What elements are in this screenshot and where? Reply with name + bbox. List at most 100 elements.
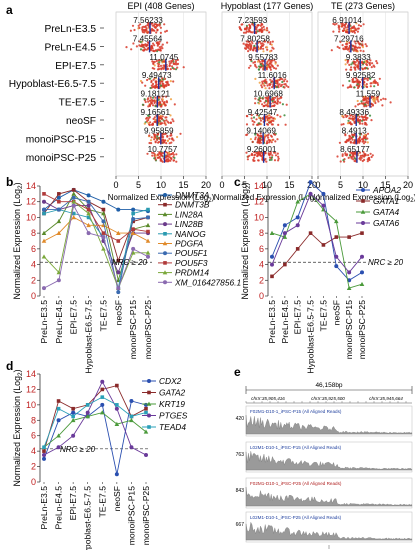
- expr-point: [163, 102, 166, 105]
- series-point: [42, 453, 46, 457]
- expr-point: [139, 40, 142, 44]
- y-tick-label: 4: [31, 446, 36, 456]
- expr-point: [368, 61, 371, 65]
- series-point: [42, 449, 46, 453]
- expr-point: [278, 97, 281, 100]
- expr-point: [270, 63, 273, 67]
- expr-point: [159, 64, 163, 67]
- series-point: [42, 445, 46, 450]
- expr-point: [154, 158, 157, 161]
- expr-point: [151, 122, 154, 126]
- expr-point: [353, 48, 357, 51]
- nrc-label: NRC ≥ 20: [60, 445, 96, 454]
- expr-point: [158, 40, 161, 43]
- series-point: [41, 254, 47, 259]
- expr-point: [169, 114, 172, 117]
- expr-point: [365, 67, 368, 70]
- x-tick-label: 0: [113, 180, 118, 190]
- subplot-title: EPI (408 Genes): [127, 1, 194, 11]
- expr-point: [151, 67, 154, 70]
- expr-point: [150, 81, 153, 84]
- series-point: [360, 254, 364, 259]
- series-point: [86, 231, 91, 236]
- expr-point: [267, 58, 270, 62]
- x-tick-label: monoiPSC-P15: [128, 300, 138, 359]
- expr-point: [364, 140, 367, 144]
- series-point: [86, 203, 91, 208]
- series-line: [43, 380, 147, 456]
- expr-point: [256, 60, 260, 63]
- expr-point: [346, 31, 349, 34]
- coordinate-label: chrX:35,945,664: [369, 396, 403, 401]
- expr-point: [338, 25, 341, 28]
- expr-point: [356, 114, 359, 117]
- expr-point: [146, 98, 149, 101]
- expr-point: [276, 100, 280, 103]
- expr-point: [266, 48, 269, 51]
- panel-b: b Normalized Expression (Log2)0246810121…: [6, 175, 241, 374]
- expr-point: [256, 133, 259, 136]
- expr-point: [143, 29, 146, 32]
- expr-point: [285, 84, 288, 87]
- expr-point: [350, 136, 353, 140]
- series-point: [101, 211, 106, 216]
- expr-point: [354, 61, 357, 64]
- expr-point: [347, 119, 350, 122]
- x-tick-label: 10: [358, 180, 368, 190]
- expr-point: [376, 62, 379, 65]
- expr-point: [263, 80, 266, 83]
- x-tick-label: TE-E7.5: [318, 300, 328, 332]
- expr-point: [342, 123, 345, 126]
- y-axis-label-sub: 2: [245, 185, 252, 189]
- expr-point: [141, 28, 144, 31]
- expr-point: [162, 82, 165, 85]
- expr-point: [258, 102, 261, 105]
- expr-point: [247, 47, 250, 50]
- panel-a-letter: a: [6, 3, 13, 17]
- series-point: [56, 399, 61, 403]
- expr-point: [353, 157, 357, 160]
- expr-point: [287, 85, 290, 89]
- panel-d-letter: d: [6, 359, 13, 373]
- expr-point: [158, 102, 161, 105]
- expr-point: [352, 30, 356, 33]
- expr-point: [351, 138, 354, 141]
- series-point: [114, 406, 119, 411]
- series-point: [282, 234, 288, 239]
- expr-point: [264, 100, 268, 103]
- expr-point: [362, 50, 365, 53]
- y-tick-label: 0: [31, 477, 36, 487]
- series-point: [56, 207, 61, 212]
- expr-point: [143, 25, 147, 29]
- expr-point: [341, 24, 344, 27]
- expr-point: [166, 135, 169, 138]
- series-line: [43, 385, 147, 452]
- expr-point: [273, 159, 277, 162]
- expr-point: [364, 98, 367, 101]
- expr-point: [372, 80, 375, 83]
- expr-point: [253, 47, 256, 50]
- expr-point: [166, 139, 169, 142]
- expr-point: [143, 46, 146, 49]
- expr-point: [159, 157, 162, 161]
- series-point: [145, 250, 151, 255]
- series-point: [86, 222, 91, 228]
- expr-point: [155, 154, 158, 157]
- x-tick-label: 10: [156, 180, 166, 190]
- x-tick-label: neoSF: [112, 486, 122, 511]
- expr-point: [349, 117, 353, 120]
- series-point: [269, 230, 275, 235]
- series-point: [116, 239, 121, 243]
- expr-point: [349, 68, 352, 71]
- expr-point: [366, 116, 369, 120]
- median-label: 9.3833: [346, 53, 371, 62]
- expr-point: [252, 158, 255, 161]
- expr-point: [348, 137, 351, 140]
- expr-point: [155, 80, 158, 84]
- expr-point: [344, 114, 347, 117]
- expr-point: [251, 31, 254, 34]
- expr-point: [266, 115, 269, 118]
- expr-point: [248, 154, 251, 157]
- series-point: [115, 383, 119, 388]
- expr-point: [268, 154, 271, 157]
